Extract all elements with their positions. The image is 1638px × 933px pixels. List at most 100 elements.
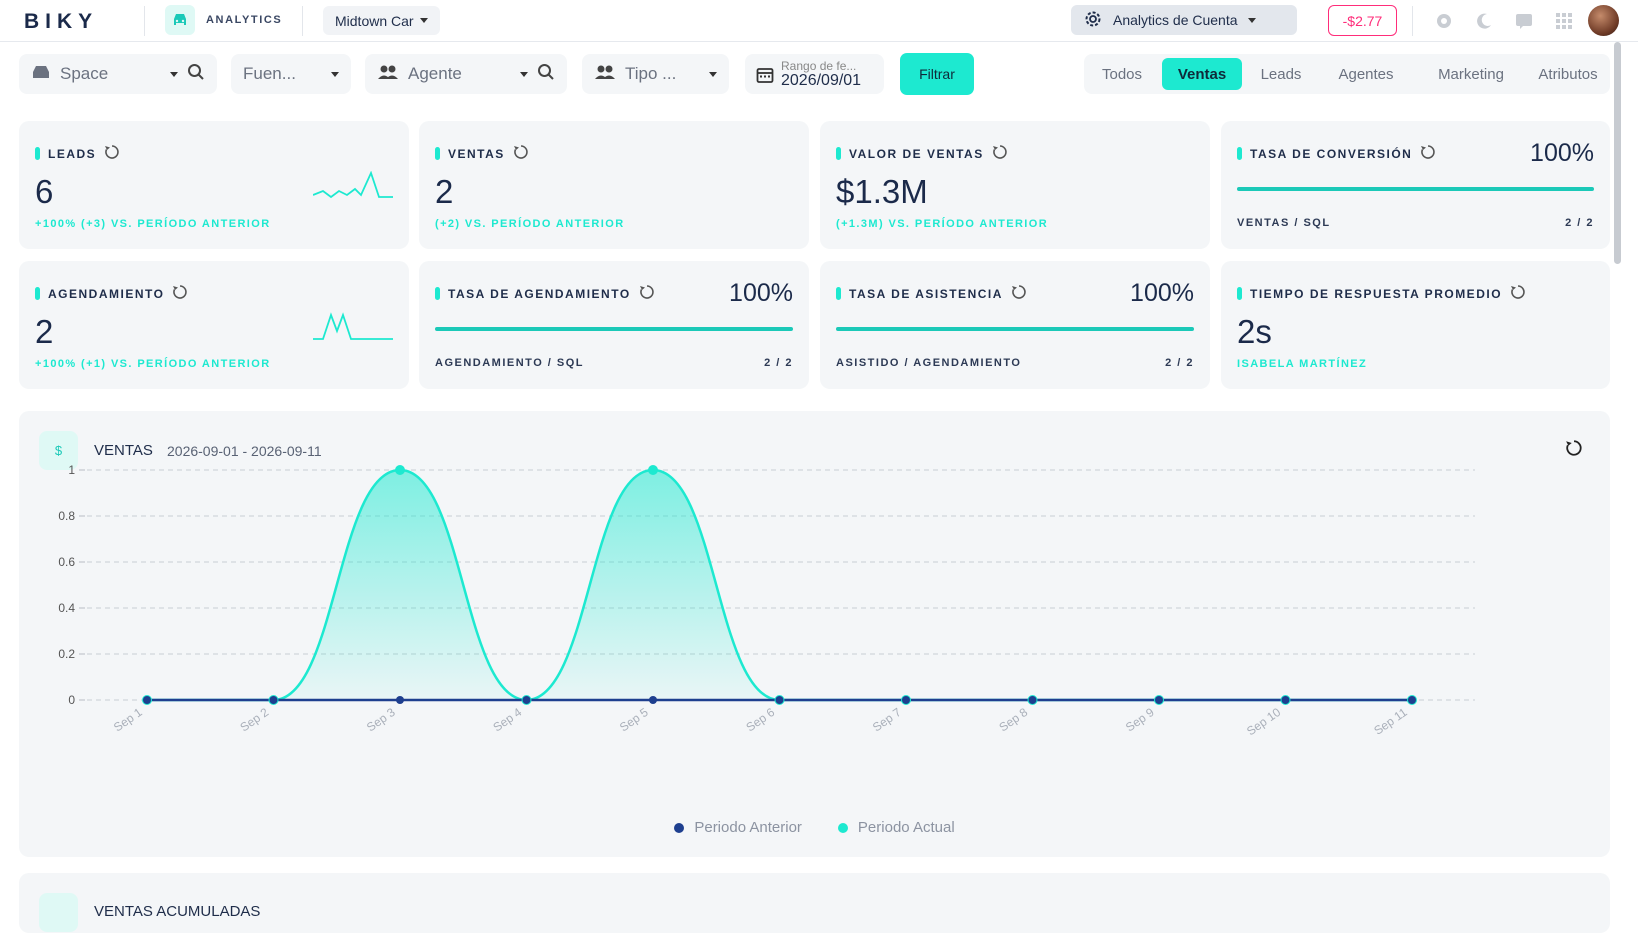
chart-title: VENTAS bbox=[94, 442, 153, 459]
legend-item-actual[interactable]: Periodo Actual bbox=[837, 819, 955, 836]
chevron-down-icon[interactable] bbox=[170, 71, 178, 77]
chevron-down-icon[interactable] bbox=[331, 71, 339, 77]
translate-icon[interactable] bbox=[1513, 10, 1535, 32]
kpi-card-valor-ventas: VALOR DE VENTAS $1.3M (+1.3M) VS. PERÍOD… bbox=[820, 121, 1210, 249]
users-icon bbox=[594, 64, 616, 85]
company-name: Midtown Car bbox=[335, 12, 414, 29]
chevron-down-icon bbox=[1247, 17, 1256, 23]
refresh-icon[interactable] bbox=[639, 284, 655, 303]
x-tick-label: Sep 8 bbox=[997, 705, 1031, 735]
moon-icon[interactable] bbox=[1473, 10, 1495, 32]
kpi-delta: (+1.3M) VS. PERÍODO ANTERIOR bbox=[836, 218, 1049, 230]
kpi-title: VALOR DE VENTAS bbox=[849, 146, 984, 161]
data-point-anterior bbox=[522, 696, 531, 704]
space-filter[interactable]: Space bbox=[19, 54, 217, 94]
x-tick-label: Sep 6 bbox=[744, 705, 778, 735]
settings-icon[interactable] bbox=[1433, 10, 1455, 32]
refresh-icon[interactable] bbox=[1011, 284, 1027, 303]
kpi-title: VENTAS bbox=[448, 146, 505, 161]
users-icon bbox=[377, 64, 399, 85]
x-tick-label: Sep 10 bbox=[1244, 705, 1283, 738]
x-tick-label: Sep 11 bbox=[1371, 705, 1410, 738]
y-tick-label: 1 bbox=[68, 463, 75, 477]
dollar-icon: $ bbox=[39, 431, 78, 470]
kpi-value: 2 bbox=[435, 173, 454, 210]
kpi-title: TASA DE CONVERSIÓN bbox=[1250, 146, 1413, 161]
accent-pill bbox=[1237, 147, 1242, 160]
refresh-icon[interactable] bbox=[172, 284, 188, 303]
space-filter-label: Space bbox=[60, 64, 109, 83]
kpi-card-tasa-asistencia: TASA DE ASISTENCIA 100% ASISTIDO / AGEND… bbox=[820, 261, 1210, 389]
refresh-icon[interactable] bbox=[1420, 144, 1436, 163]
scrollbar[interactable] bbox=[1614, 42, 1621, 264]
ventas-acumuladas-card: VENTAS ACUMULADAS bbox=[19, 873, 1610, 933]
kpi-title: LEADS bbox=[48, 146, 97, 161]
y-tick-label: 0.2 bbox=[58, 647, 75, 661]
progress-bar bbox=[836, 327, 1194, 331]
accent-pill bbox=[435, 287, 440, 300]
top-bar: BIKY ANALYTICS Midtown Car Analytics de … bbox=[0, 0, 1638, 42]
tipo-filter[interactable]: Tipo ... bbox=[582, 54, 729, 94]
tab-leads[interactable]: Leads bbox=[1260, 65, 1302, 83]
kpi-card-agendamiento: AGENDAMIENTO 2 +100% (+1) VS. PERÍODO AN… bbox=[19, 261, 409, 389]
filter-button[interactable]: Filtrar bbox=[900, 53, 974, 95]
date-range-label: Rango de fe... bbox=[781, 59, 857, 73]
company-selector[interactable]: Midtown Car bbox=[323, 6, 440, 35]
refresh-icon[interactable] bbox=[104, 144, 120, 163]
agente-filter[interactable]: Agente bbox=[365, 54, 567, 94]
search-icon[interactable] bbox=[537, 63, 555, 86]
kpi-card-leads: LEADS 6 +100% (+3) VS. PERÍODO ANTERIOR bbox=[19, 121, 409, 249]
inbox-icon bbox=[31, 64, 51, 85]
x-tick-label: Sep 5 bbox=[617, 705, 651, 735]
date-range-picker[interactable]: Rango de fe... 2026/09/01 bbox=[745, 54, 884, 94]
kpi-percentage: 100% bbox=[1530, 139, 1594, 167]
refresh-icon[interactable] bbox=[1565, 439, 1583, 462]
balance-badge[interactable]: -$2.77 bbox=[1328, 5, 1397, 36]
chevron-down-icon[interactable] bbox=[709, 71, 717, 77]
legend-dot bbox=[837, 823, 848, 834]
tab-todos[interactable]: Todos bbox=[1101, 65, 1143, 83]
kpi-percentage: 100% bbox=[1130, 279, 1194, 307]
series-area-actual bbox=[147, 470, 1412, 700]
refresh-icon[interactable] bbox=[992, 144, 1008, 163]
tab-atributos[interactable]: Atributos bbox=[1538, 65, 1598, 83]
refresh-icon[interactable] bbox=[513, 144, 529, 163]
data-point-anterior bbox=[396, 696, 404, 704]
tab-agentes[interactable]: Agentes bbox=[1338, 65, 1394, 83]
filter-bar: Space Fuen... Agente Tipo ... Rango de f… bbox=[0, 42, 1610, 104]
x-tick-label: Sep 2 bbox=[238, 705, 272, 735]
apps-grid-icon[interactable] bbox=[1553, 10, 1575, 32]
data-point-anterior bbox=[1155, 696, 1163, 704]
divider bbox=[302, 6, 303, 36]
ratio-label: ASISTIDO / AGENDAMIENTO bbox=[836, 357, 1022, 369]
legend-label: Periodo Anterior bbox=[694, 819, 802, 836]
divider bbox=[144, 6, 145, 36]
fuente-filter-label: Fuen... bbox=[243, 64, 296, 83]
ratio-value: 2 / 2 bbox=[1565, 217, 1594, 229]
tab-marketing[interactable]: Marketing bbox=[1438, 65, 1504, 83]
legend-dot bbox=[674, 823, 685, 834]
chevron-down-icon[interactable] bbox=[520, 71, 528, 77]
account-menu-label: Analytics de Cuenta bbox=[1113, 12, 1238, 28]
fuente-filter[interactable]: Fuen... bbox=[231, 54, 351, 94]
account-analytics-menu[interactable]: Analytics de Cuenta bbox=[1071, 5, 1297, 35]
y-tick-label: 0 bbox=[68, 693, 75, 707]
search-icon[interactable] bbox=[187, 63, 205, 86]
tab-ventas[interactable]: Ventas bbox=[1162, 58, 1242, 90]
accent-pill bbox=[35, 147, 40, 160]
legend-label: Periodo Actual bbox=[857, 819, 955, 836]
avatar[interactable] bbox=[1588, 5, 1619, 36]
kpi-delta: (+2) VS. PERÍODO ANTERIOR bbox=[435, 218, 625, 230]
kpi-title: TASA DE AGENDAMIENTO bbox=[448, 286, 631, 301]
refresh-icon[interactable] bbox=[1510, 284, 1526, 303]
chart-date-range: 2026-09-01 - 2026-09-11 bbox=[167, 443, 322, 459]
data-point-actual bbox=[648, 465, 658, 475]
legend-item-anterior[interactable]: Periodo Anterior bbox=[674, 819, 802, 836]
x-tick-label: Sep 3 bbox=[364, 705, 398, 735]
divider bbox=[1412, 6, 1413, 36]
kpi-card-tasa-agendamiento: TASA DE AGENDAMIENTO 100% AGENDAMIENTO /… bbox=[419, 261, 809, 389]
biky-logo[interactable]: BIKY bbox=[24, 10, 99, 33]
data-point-actual bbox=[395, 465, 405, 475]
data-point-anterior bbox=[649, 696, 657, 704]
accent-pill bbox=[435, 147, 440, 160]
